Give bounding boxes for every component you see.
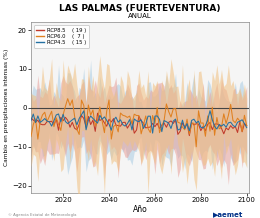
- Title: LAS PALMAS (FUERTEVENTURA): LAS PALMAS (FUERTEVENTURA): [59, 4, 221, 13]
- Y-axis label: Cambio en precipitaciones intensas (%): Cambio en precipitaciones intensas (%): [4, 49, 9, 167]
- Text: ANUAL: ANUAL: [128, 13, 152, 19]
- Text: © Agencia Estatal de Meteorología: © Agencia Estatal de Meteorología: [8, 213, 76, 217]
- Text: ▶aemet: ▶aemet: [213, 211, 244, 217]
- Legend: RCP8.5    ( 19 ), RCP6.0    (  7 ), RCP4.5    ( 15 ): RCP8.5 ( 19 ), RCP6.0 ( 7 ), RCP4.5 ( 15…: [34, 25, 89, 48]
- X-axis label: Año: Año: [133, 205, 147, 214]
